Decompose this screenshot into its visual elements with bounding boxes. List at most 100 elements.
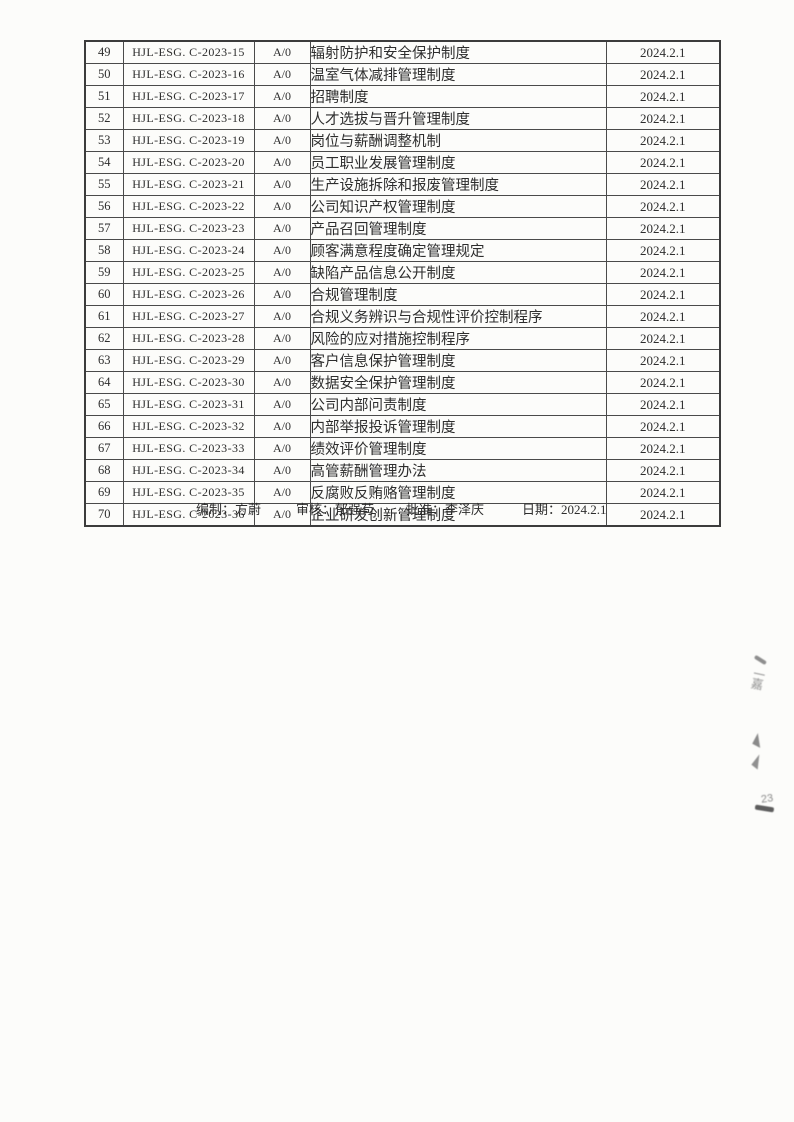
table-row: 49 HJL-ESG. C-2023-15 A/0 辐射防护和安全保护制度 20… [84, 40, 721, 64]
cell-version: A/0 [253, 437, 311, 460]
cell-document-code: HJL-ESG. C-2023-36 [122, 503, 255, 527]
footer-date-group: 日期：2024.2.1 [522, 499, 607, 518]
approved-by-label: 批准： [406, 502, 446, 517]
cell-effective-date: 2024.2.1 [605, 173, 721, 196]
cell-document-code: HJL-ESG. C-2023-33 [122, 437, 255, 460]
cell-document-name: 公司内部问责制度 [309, 393, 607, 416]
scan-artifact-dark-dash [754, 804, 775, 812]
cell-version: A/0 [253, 129, 311, 152]
cell-serial-number: 53 [84, 129, 124, 152]
cell-effective-date: 2024.2.1 [605, 349, 721, 372]
cell-document-name: 人才选拔与晋升管理制度 [309, 107, 607, 130]
cell-effective-date: 2024.2.1 [605, 305, 721, 328]
cell-effective-date: 2024.2.1 [605, 393, 721, 416]
cell-effective-date: 2024.2.1 [605, 415, 721, 438]
cell-serial-number: 69 [84, 481, 124, 504]
cell-serial-number: 58 [84, 239, 124, 262]
cell-document-code: HJL-ESG. C-2023-18 [122, 107, 255, 130]
cell-effective-date: 2024.2.1 [605, 371, 721, 394]
prepared-by-group: 编制：方蔚 [196, 499, 261, 518]
cell-document-name: 招聘制度 [309, 85, 607, 108]
cell-serial-number: 70 [84, 503, 124, 527]
prepared-by-label: 编制： [196, 502, 236, 517]
cell-version: A/0 [253, 371, 311, 394]
cell-document-name: 产品召回管理制度 [309, 217, 607, 240]
table-row: 51 HJL-ESG. C-2023-17 A/0 招聘制度 2024.2.1 [84, 85, 721, 108]
cell-document-code: HJL-ESG. C-2023-30 [122, 371, 255, 394]
cell-document-code: HJL-ESG. C-2023-15 [122, 40, 255, 64]
cell-serial-number: 50 [84, 63, 124, 86]
cell-document-name: 合规管理制度 [309, 283, 607, 306]
cell-document-name: 风险的应对措施控制程序 [309, 327, 607, 350]
footer-date-value: 2024.2.1 [561, 502, 607, 517]
cell-serial-number: 56 [84, 195, 124, 218]
cell-version: A/0 [253, 195, 311, 218]
prepared-by-value: 方蔚 [235, 502, 262, 517]
cell-version: A/0 [253, 503, 311, 527]
cell-document-code: HJL-ESG. C-2023-28 [122, 327, 255, 350]
cell-effective-date: 2024.2.1 [605, 107, 721, 130]
cell-document-name: 顾客满意程度确定管理规定 [309, 239, 607, 262]
cell-document-code: HJL-ESG. C-2023-25 [122, 261, 255, 284]
reviewed-by-group: 审核：郁强苟 [296, 499, 374, 518]
document-register-table: 49 HJL-ESG. C-2023-15 A/0 辐射防护和安全保护制度 20… [84, 40, 721, 527]
cell-version: A/0 [253, 217, 311, 240]
cell-effective-date: 2024.2.1 [605, 40, 721, 64]
cell-document-name: 公司知识产权管理制度 [309, 195, 607, 218]
cell-effective-date: 2024.2.1 [605, 129, 721, 152]
cell-serial-number: 62 [84, 327, 124, 350]
cell-document-code: HJL-ESG. C-2023-34 [122, 459, 255, 482]
cell-version: A/0 [253, 107, 311, 130]
table-row: 52 HJL-ESG. C-2023-18 A/0 人才选拔与晋升管理制度 20… [84, 107, 721, 130]
cell-document-code: HJL-ESG. C-2023-20 [122, 151, 255, 174]
cell-document-name: 温室气体减排管理制度 [309, 63, 607, 86]
table-row: 62 HJL-ESG. C-2023-28 A/0 风险的应对措施控制程序 20… [84, 327, 721, 350]
cell-document-name: 数据安全保护管理制度 [309, 371, 607, 394]
cell-version: A/0 [253, 305, 311, 328]
cell-version: A/0 [253, 85, 311, 108]
cell-document-code: HJL-ESG. C-2023-31 [122, 393, 255, 416]
cell-version: A/0 [253, 327, 311, 350]
cell-document-name: 绩效评价管理制度 [309, 437, 607, 460]
cell-effective-date: 2024.2.1 [605, 283, 721, 306]
cell-document-code: HJL-ESG. C-2023-19 [122, 129, 255, 152]
cell-version: A/0 [253, 459, 311, 482]
cell-document-name: 岗位与薪酬调整机制 [309, 129, 607, 152]
reviewed-by-value: 郁强苟 [335, 502, 375, 517]
cell-document-code: HJL-ESG. C-2023-29 [122, 349, 255, 372]
table-row: 66 HJL-ESG. C-2023-32 A/0 内部举报投诉管理制度 202… [84, 415, 721, 438]
cell-serial-number: 51 [84, 85, 124, 108]
cell-effective-date: 2024.2.1 [605, 503, 721, 527]
cell-document-name: 生产设施拆除和报废管理制度 [309, 173, 607, 196]
scan-artifact-number: 23 [760, 792, 775, 806]
cell-document-name: 内部举报投诉管理制度 [309, 415, 607, 438]
cell-serial-number: 52 [84, 107, 124, 130]
cell-version: A/0 [253, 261, 311, 284]
cell-version: A/0 [253, 283, 311, 306]
cell-document-code: HJL-ESG. C-2023-24 [122, 239, 255, 262]
cell-document-code: HJL-ESG. C-2023-16 [122, 63, 255, 86]
table-row: 59 HJL-ESG. C-2023-25 A/0 缺陷产品信息公开制度 202… [84, 261, 721, 284]
cell-serial-number: 65 [84, 393, 124, 416]
cell-document-code: HJL-ESG. C-2023-21 [122, 173, 255, 196]
cell-effective-date: 2024.2.1 [605, 261, 721, 284]
scan-artifact-glyph: 一嘉 [749, 666, 767, 690]
cell-serial-number: 55 [84, 173, 124, 196]
cell-serial-number: 67 [84, 437, 124, 460]
cell-serial-number: 54 [84, 151, 124, 174]
scan-artifact-checkmark [752, 733, 766, 748]
cell-document-name: 员工职业发展管理制度 [309, 151, 607, 174]
cell-effective-date: 2024.2.1 [605, 239, 721, 262]
table-row: 63 HJL-ESG. C-2023-29 A/0 客户信息保护管理制度 202… [84, 349, 721, 372]
cell-serial-number: 49 [84, 40, 124, 64]
cell-document-name: 缺陷产品信息公开制度 [309, 261, 607, 284]
cell-serial-number: 60 [84, 283, 124, 306]
cell-document-code: HJL-ESG. C-2023-32 [122, 415, 255, 438]
table-row: 60 HJL-ESG. C-2023-26 A/0 合规管理制度 2024.2.… [84, 283, 721, 306]
cell-document-name: 合规义务辨识与合规性评价控制程序 [309, 305, 607, 328]
table-row: 58 HJL-ESG. C-2023-24 A/0 顾客满意程度确定管理规定 2… [84, 239, 721, 262]
cell-version: A/0 [253, 415, 311, 438]
scan-artifact-checkmark [751, 754, 766, 770]
table-row: 69 HJL-ESG. C-2023-35 A/0 反腐败反贿赂管理制度 202… [84, 481, 721, 504]
table-row: 53 HJL-ESG. C-2023-19 A/0 岗位与薪酬调整机制 2024… [84, 129, 721, 152]
